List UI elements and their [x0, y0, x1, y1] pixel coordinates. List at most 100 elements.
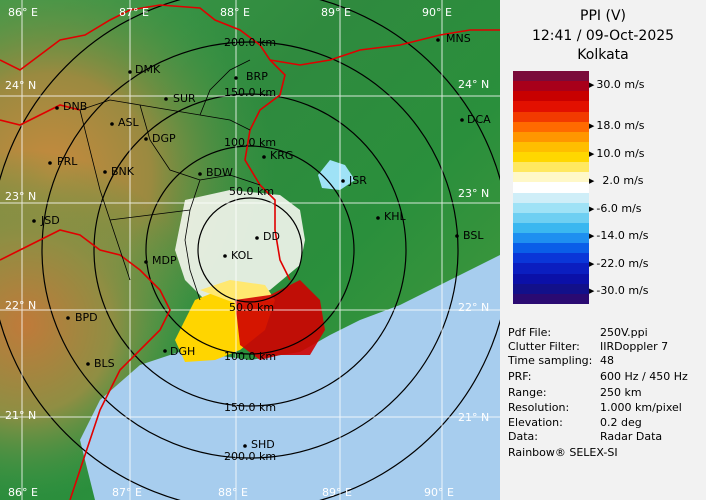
- info-row-elevation: Elevation: 0.2 deg: [508, 416, 642, 429]
- info-value: 1.000 km/pixel: [600, 401, 682, 414]
- place-label: KHL: [384, 210, 406, 223]
- place-label: DGH: [170, 345, 196, 358]
- lat-label-left: 24° N: [5, 79, 37, 92]
- place-label: MDP: [152, 254, 177, 267]
- range-label: 200.0 km: [224, 36, 277, 49]
- info-row-range: Range: 250 km: [508, 386, 642, 399]
- scale-tick-label: -6.0 m/s: [596, 202, 642, 215]
- place-label: DD: [263, 230, 280, 243]
- scale-tick-label: 30.0 m/s: [596, 78, 645, 91]
- range-label: 200.0 km: [224, 450, 277, 463]
- color-scale-swatch: [513, 91, 589, 102]
- range-label: 50.0 km: [229, 185, 275, 198]
- place-label: DGP: [152, 132, 176, 145]
- info-value: 0.2 deg: [600, 416, 642, 429]
- place-label: DNB: [63, 100, 88, 113]
- product-title: PPI (V): [580, 8, 626, 24]
- place-label: JSR: [349, 174, 367, 187]
- info-row-data: Data: Radar Data: [508, 430, 662, 443]
- info-value: 250V.ppi: [600, 326, 648, 339]
- info-value: 600 Hz / 450 Hz: [600, 370, 688, 383]
- color-scale-swatch: [513, 111, 589, 123]
- lat-label-right: 23° N: [458, 187, 490, 200]
- place-label: KOL: [231, 249, 253, 262]
- borders: [0, 4, 500, 500]
- lon-label-top: 90° E: [422, 6, 452, 19]
- scale-tick: ▶ 30.0 m/s: [589, 78, 645, 91]
- place-label: BDW: [206, 166, 233, 179]
- color-scale-swatch: [513, 263, 589, 275]
- lon-label-bottom: 89° E: [322, 486, 352, 499]
- color-scale-swatch: [513, 162, 589, 173]
- place-label: MNS: [446, 32, 471, 45]
- graticule: [0, 0, 500, 500]
- color-scale-swatch: [513, 202, 589, 214]
- lon-label-top: 88° E: [220, 6, 250, 19]
- place-label: DCA: [467, 113, 491, 126]
- lon-label-top: 89° E: [321, 6, 351, 19]
- info-row-clutter: Clutter Filter: IIRDoppler 7: [508, 340, 668, 353]
- place-label: BNK: [111, 165, 134, 178]
- color-scale-swatch: [513, 273, 589, 285]
- scale-tick-label: 2.0 m/s: [602, 174, 644, 187]
- color-scale-swatch: [513, 192, 589, 204]
- lat-label-left: 23° N: [5, 190, 37, 203]
- scale-tick-label: -22.0 m/s: [596, 257, 649, 270]
- place-label: BRP: [246, 70, 268, 83]
- scale-tick: ▶ -22.0 m/s: [589, 257, 649, 270]
- footer-credit: Rainbow® SELEX-SI: [508, 446, 618, 459]
- color-scale-swatch: [513, 121, 589, 133]
- range-label: 150.0 km: [224, 86, 277, 99]
- scale-tick-label: -14.0 m/s: [596, 229, 649, 242]
- lat-label-left: 22° N: [5, 299, 37, 312]
- info-value: 250 km: [600, 386, 642, 399]
- color-scale-swatch: [513, 222, 589, 234]
- info-value: 48: [600, 354, 614, 367]
- lon-label-bottom: 86° E: [8, 486, 38, 499]
- lat-label-right: 22° N: [458, 301, 490, 314]
- info-label: Pdf File:: [508, 326, 552, 339]
- color-scale-swatch: [513, 293, 589, 305]
- info-label: Clutter Filter:: [508, 340, 580, 353]
- lat-label-left: 21° N: [5, 409, 37, 422]
- station-name: Kolkata: [577, 47, 629, 63]
- scale-tick: ▶ -14.0 m/s: [589, 229, 649, 242]
- scale-tick-label: 10.0 m/s: [596, 147, 645, 160]
- info-label: Elevation:: [508, 416, 563, 429]
- color-scale-swatch: [513, 253, 589, 264]
- info-label: PRF:: [508, 370, 532, 383]
- timestamp: 12:41 / 09-Oct-2025: [531, 28, 675, 44]
- color-scale-swatch: [513, 71, 589, 82]
- place-label: BSL: [463, 229, 484, 242]
- districts: [79, 59, 261, 301]
- bay-of-bengal: [80, 255, 500, 500]
- scale-tick: ▶ -6.0 m/s: [589, 202, 642, 215]
- color-scale-swatch: [513, 131, 589, 143]
- info-label: Range:: [508, 386, 547, 399]
- color-scale-swatch: [513, 141, 589, 153]
- scale-tick: ▶ -30.0 m/s: [589, 284, 649, 297]
- info-row-sampling: Time sampling: 48: [508, 354, 614, 367]
- color-scale-swatch: [513, 243, 589, 254]
- echo-white: [175, 190, 305, 300]
- radar-map[interactable]: 86° E 87° E 88° E 89° E 90° E 86° E 87° …: [0, 0, 500, 500]
- place-label: JSD: [41, 214, 60, 227]
- range-label: 50.0 km: [229, 301, 275, 314]
- lon-label-bottom: 88° E: [218, 486, 248, 499]
- place-label: ASL: [118, 116, 139, 129]
- place-label: BPD: [75, 311, 98, 324]
- info-label: Time sampling:: [508, 354, 593, 367]
- place-markers: [32, 38, 464, 448]
- info-value: IIRDoppler 7: [600, 340, 669, 353]
- info-value: Radar Data: [600, 430, 663, 443]
- scale-tick-label: 18.0 m/s: [596, 119, 645, 132]
- color-scale-swatch: [513, 283, 589, 295]
- color-scale-swatch: [513, 172, 589, 183]
- range-label: 150.0 km: [224, 401, 277, 414]
- info-row-resolution: Resolution: 1.000 km/pixel: [508, 401, 682, 414]
- color-scale-swatch: [513, 233, 589, 244]
- place-label: PRL: [57, 155, 78, 168]
- color-scale-bar: [513, 71, 589, 305]
- scale-tick: ▶ 18.0 m/s: [589, 119, 645, 132]
- info-row-pdf: Pdf File: 250V.ppi: [508, 326, 648, 339]
